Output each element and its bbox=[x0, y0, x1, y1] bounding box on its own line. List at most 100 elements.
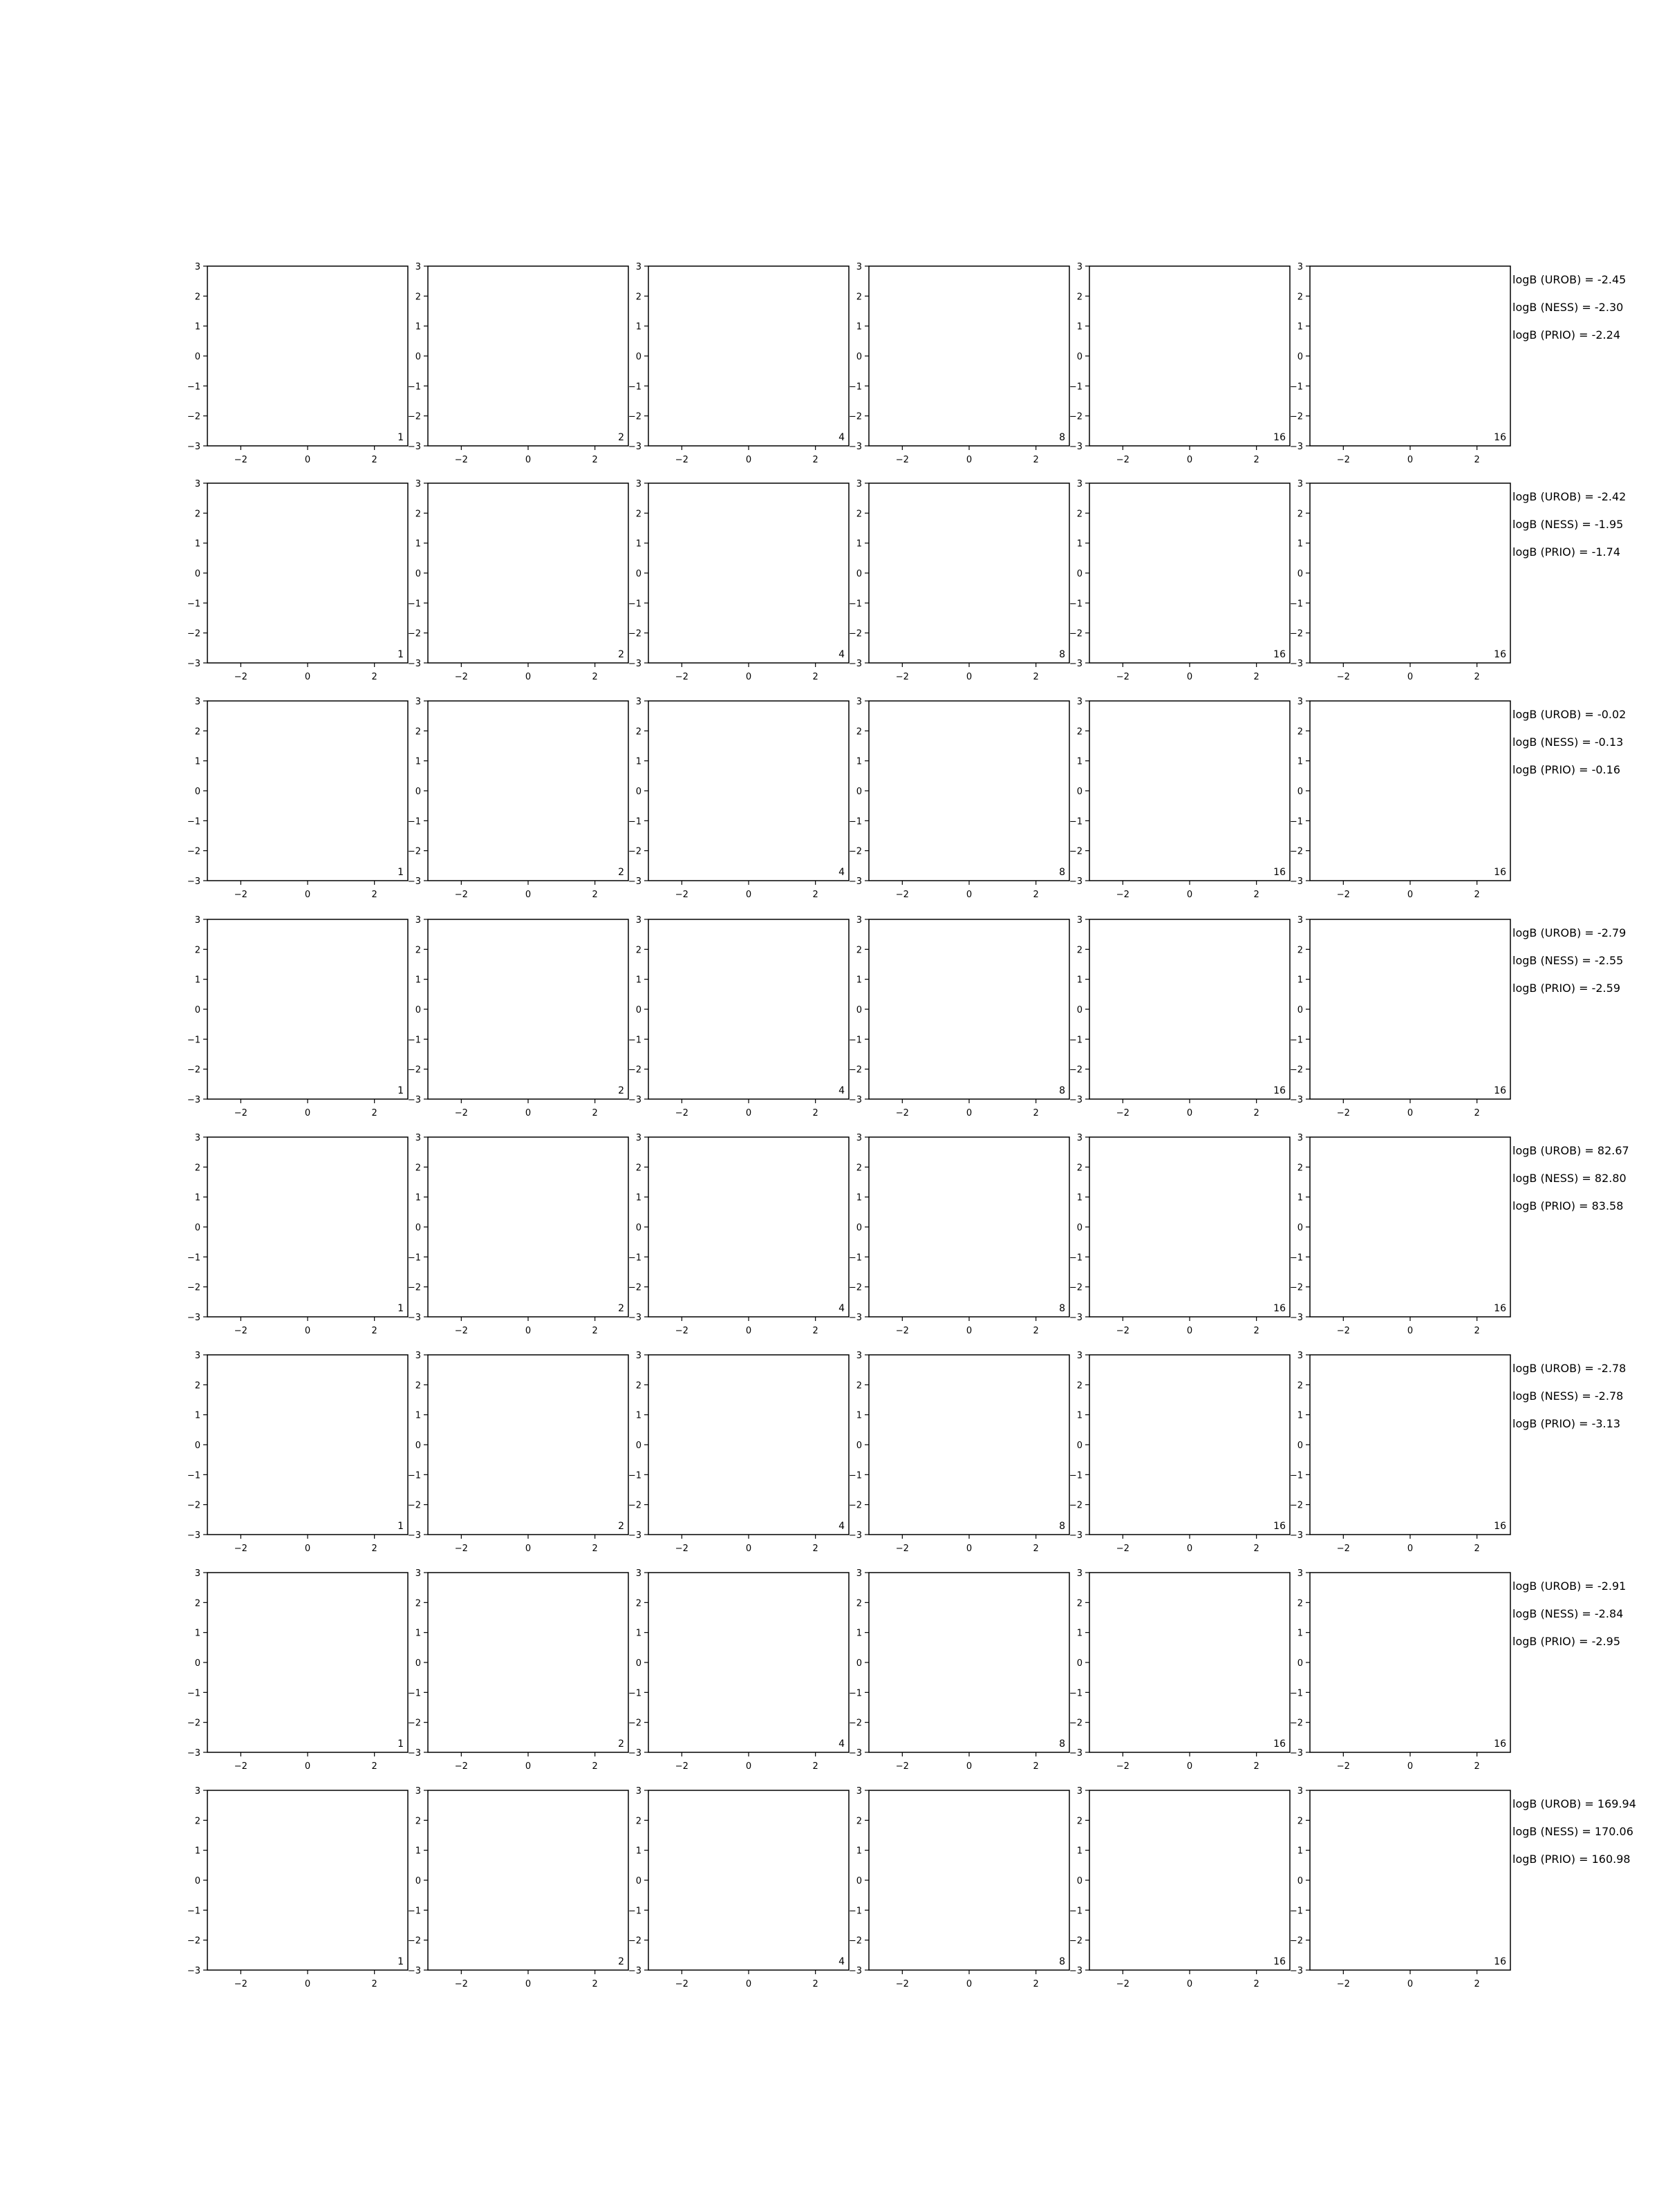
y-tick-label: −2 bbox=[187, 1718, 200, 1729]
row-5-stats: logB (UROB) = 82.67 logB (NESS) = 82.80 lo… bbox=[1512, 1144, 1629, 1212]
y-tick-label: 3 bbox=[636, 1568, 641, 1579]
y-tick-label: 2 bbox=[856, 1816, 862, 1826]
x-tick-label: 0 bbox=[305, 1979, 310, 1989]
y-tick-label: −1 bbox=[849, 382, 862, 392]
x-tick-label: 0 bbox=[305, 672, 310, 682]
panel-frame bbox=[207, 1572, 409, 1753]
y-tick-label: −2 bbox=[187, 1936, 200, 1947]
y-tick-label: 1 bbox=[1297, 757, 1303, 767]
x-tick-label: 0 bbox=[966, 1544, 972, 1554]
x-tick-label: 0 bbox=[746, 1979, 751, 1989]
y-tick-label: −2 bbox=[1069, 1501, 1082, 1511]
y-tick-label: 3 bbox=[636, 915, 641, 926]
x-tick-label: −2 bbox=[896, 1979, 909, 1989]
panel-frame bbox=[427, 1572, 629, 1753]
y-tick-label: 3 bbox=[856, 479, 862, 489]
panel-label: 16 bbox=[1273, 1956, 1286, 1967]
panel-frame bbox=[1309, 1354, 1511, 1535]
panel-label: 1 bbox=[397, 867, 404, 878]
y-tick-label: −3 bbox=[849, 659, 862, 669]
x-tick-label: −2 bbox=[675, 672, 688, 682]
y-tick-label: 3 bbox=[415, 262, 421, 272]
y-tick-label: −1 bbox=[187, 382, 200, 392]
y-tick-label: 3 bbox=[1077, 1568, 1082, 1579]
x-tick-label: −2 bbox=[455, 1108, 468, 1118]
y-tick-label: 1 bbox=[856, 757, 862, 767]
y-tick-label: 1 bbox=[415, 757, 421, 767]
panel-label: 2 bbox=[618, 1956, 624, 1967]
panel-r5-c6: −2 0 2 −3 −2 −1 0 1 2 3 16 bbox=[1290, 1133, 1511, 1336]
y-tick-label: 0 bbox=[415, 1658, 421, 1669]
y-tick-label: −2 bbox=[628, 1283, 641, 1293]
y-tick-label: −3 bbox=[628, 1748, 641, 1759]
panel-frame bbox=[868, 1136, 1070, 1318]
y-tick-label: 0 bbox=[1297, 1441, 1303, 1451]
y-tick-label: −1 bbox=[187, 816, 200, 827]
y-tick-label: −3 bbox=[1069, 659, 1082, 669]
x-tick-label: 0 bbox=[966, 1761, 972, 1772]
x-tick-label: 2 bbox=[1474, 1979, 1480, 1989]
y-tick-label: 3 bbox=[636, 1786, 641, 1797]
x-tick-label: −2 bbox=[234, 1326, 247, 1336]
x-tick-label: 2 bbox=[1254, 672, 1259, 682]
y-tick-label: 2 bbox=[195, 945, 200, 955]
panel-r8-c1: −2 0 2 −3 −2 −1 0 1 2 3 1 bbox=[187, 1786, 409, 1989]
y-tick-label: −3 bbox=[628, 1095, 641, 1105]
panel-label: 1 bbox=[397, 1085, 404, 1096]
x-tick-label: 2 bbox=[813, 1326, 818, 1336]
y-tick-label: 3 bbox=[195, 697, 200, 707]
y-tick-label: −3 bbox=[1290, 442, 1303, 452]
panel-r4-c1: −2 0 2 −3 −2 −1 0 1 2 3 1 bbox=[187, 915, 409, 1118]
x-tick-label: −2 bbox=[455, 1326, 468, 1336]
x-tick-label: 2 bbox=[372, 1979, 377, 1989]
y-tick-label: −2 bbox=[849, 1065, 862, 1076]
y-tick-label: −2 bbox=[628, 1718, 641, 1729]
row-6-stats: logB (UROB) = -2.78 logB (NESS) = -2.78 lo… bbox=[1512, 1362, 1626, 1430]
y-tick-label: 1 bbox=[856, 975, 862, 986]
panel-frame bbox=[207, 1790, 409, 1971]
logb-stat: logB (PRIO) = -1.74 bbox=[1512, 545, 1620, 559]
y-tick-label: 0 bbox=[1297, 1005, 1303, 1015]
x-tick-label: −2 bbox=[455, 1761, 468, 1772]
panel-r8-c4: −2 0 2 −3 −2 −1 0 1 2 3 8 bbox=[849, 1786, 1070, 1989]
panel-label: 8 bbox=[1059, 649, 1065, 660]
panel-frame bbox=[1309, 482, 1511, 664]
y-tick-label: 1 bbox=[856, 1846, 862, 1857]
x-tick-label: 0 bbox=[1407, 1761, 1413, 1772]
y-tick-label: −2 bbox=[628, 1501, 641, 1511]
y-tick-label: −2 bbox=[628, 412, 641, 422]
panel-r3-c5: −2 0 2 −3 −2 −1 0 1 2 3 16 bbox=[1069, 697, 1291, 900]
x-tick-label: 0 bbox=[746, 455, 751, 465]
panel-r8-c2: −2 0 2 −3 −2 −1 0 1 2 3 2 bbox=[408, 1786, 629, 1989]
x-tick-label: −2 bbox=[234, 1544, 247, 1554]
x-tick-label: −2 bbox=[896, 455, 909, 465]
y-tick-label: 0 bbox=[1297, 1658, 1303, 1669]
y-tick-label: 1 bbox=[856, 322, 862, 332]
y-tick-label: −2 bbox=[849, 1718, 862, 1729]
y-tick-label: 3 bbox=[1077, 1351, 1082, 1361]
panel-r2-c6: −2 0 2 −3 −2 −1 0 1 2 3 16 bbox=[1290, 479, 1511, 682]
x-tick-label: 0 bbox=[966, 672, 972, 682]
y-tick-label: −1 bbox=[849, 816, 862, 827]
x-tick-label: −2 bbox=[1116, 890, 1130, 900]
x-tick-label: −2 bbox=[234, 455, 247, 465]
logb-stat: logB (NESS) = -2.84 bbox=[1512, 1607, 1623, 1620]
y-tick-label: 0 bbox=[195, 1876, 200, 1886]
x-tick-label: 0 bbox=[525, 1761, 531, 1772]
y-tick-label: −1 bbox=[1069, 599, 1082, 609]
logb-stat: logB (NESS) = -1.95 bbox=[1512, 518, 1623, 531]
y-tick-label: 1 bbox=[195, 1411, 200, 1421]
x-tick-label: 2 bbox=[1474, 672, 1480, 682]
y-tick-label: 1 bbox=[636, 757, 641, 767]
y-tick-label: −1 bbox=[849, 1688, 862, 1698]
x-tick-label: 0 bbox=[305, 1108, 310, 1118]
x-tick-label: 0 bbox=[1187, 1979, 1192, 1989]
y-tick-label: −1 bbox=[1069, 1688, 1082, 1698]
x-tick-label: 0 bbox=[966, 1108, 972, 1118]
panel-r5-c1: −2 0 2 −3 −2 −1 0 1 2 3 1 bbox=[187, 1133, 409, 1336]
y-tick-label: 0 bbox=[1077, 1876, 1082, 1886]
y-tick-label: 1 bbox=[195, 1193, 200, 1203]
y-tick-label: −1 bbox=[1290, 1035, 1303, 1045]
y-tick-label: 3 bbox=[415, 1133, 421, 1143]
x-tick-label: −2 bbox=[675, 1326, 688, 1336]
